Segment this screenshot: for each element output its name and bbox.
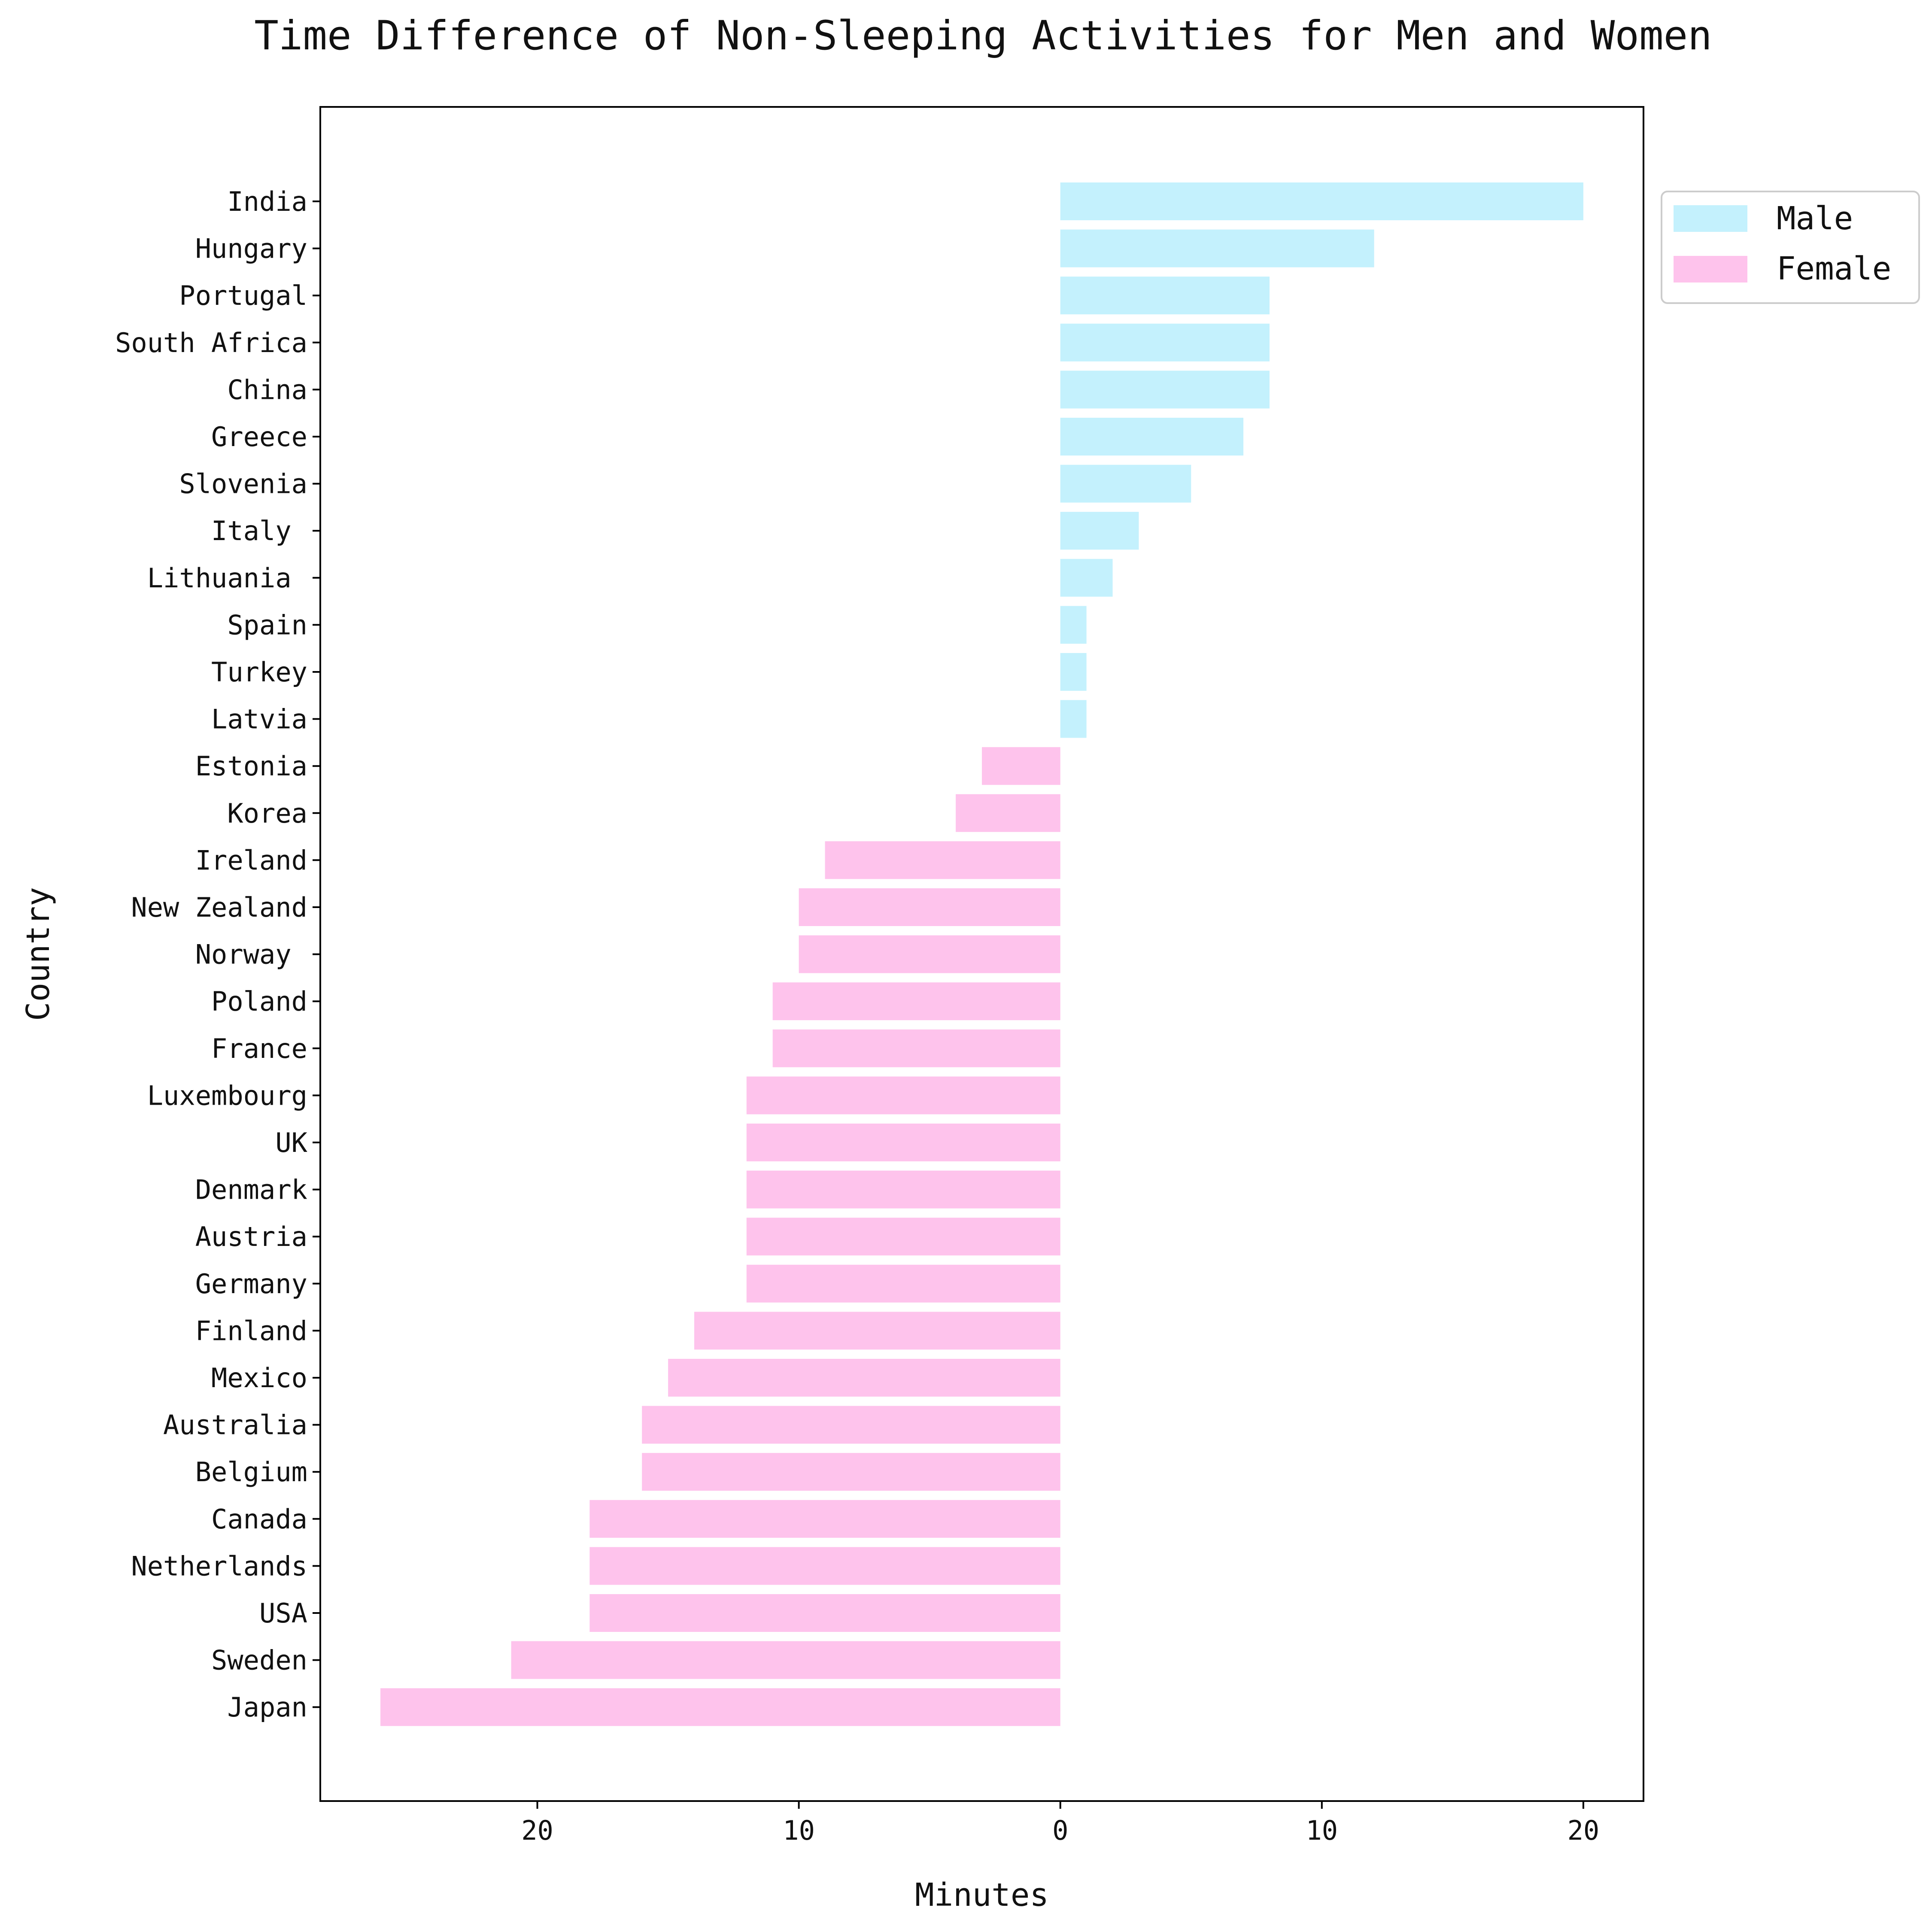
bar-female-luxembourg [746, 1076, 1060, 1115]
bar-male-hungary [1060, 229, 1374, 267]
x-tick-label: 10 [1306, 1815, 1338, 1846]
y-tick-label-japan: Japan [227, 1692, 307, 1723]
bar-male-greece [1060, 418, 1244, 456]
bar-male-turkey [1060, 653, 1087, 691]
bar-female-korea [956, 794, 1060, 832]
bar-male-south-africa [1060, 323, 1270, 361]
legend-swatch-male [1674, 205, 1747, 232]
y-tick-label-norway: Norway [195, 939, 307, 970]
y-tick-label-turkey: Turkey [211, 656, 307, 688]
bar-female-austria [746, 1218, 1060, 1256]
y-tick-label-australia: Australia [163, 1410, 307, 1441]
y-tick-label-france: France [211, 1033, 307, 1064]
bar-female-ireland [825, 841, 1060, 879]
bars-group [380, 182, 1583, 1726]
y-tick-label-finland: Finland [195, 1315, 307, 1346]
bar-male-latvia [1060, 700, 1087, 738]
y-tick-label-spain: Spain [227, 609, 307, 641]
bar-female-estonia [982, 747, 1060, 785]
y-tick-label-estonia: Estonia [195, 750, 307, 782]
y-tick-label-canada: Canada [211, 1504, 307, 1535]
bar-female-belgium [642, 1453, 1060, 1491]
bar-male-spain [1060, 606, 1087, 644]
legend: Male Female [1661, 191, 1920, 304]
bar-female-germany [746, 1264, 1060, 1303]
bar-male-portugal [1060, 276, 1270, 315]
y-tick-label-italy: Italy [211, 515, 307, 547]
legend-swatch-female [1674, 256, 1747, 283]
y-tick-label-ireland: Ireland [195, 844, 307, 876]
bar-female-france [772, 1029, 1060, 1067]
y-tick-label-slovenia: Slovenia [179, 468, 307, 500]
bar-female-netherlands [589, 1547, 1060, 1585]
y-tick-label-greece: Greece [211, 421, 307, 453]
legend-label-male: Male [1777, 200, 1853, 237]
bar-male-italy [1060, 512, 1139, 550]
y-tick-label-netherlands: Netherlands [131, 1550, 307, 1582]
y-tick-label-china: China [227, 374, 307, 405]
bar-male-china [1060, 371, 1270, 409]
y-tick-label-denmark: Denmark [195, 1174, 307, 1206]
y-tick-label-new-zealand: New Zealand [131, 892, 307, 923]
y-tick-label-lithuania: Lithuania [147, 562, 307, 594]
y-tick-label-usa: USA [259, 1598, 307, 1629]
plot-area-frame [319, 106, 1644, 1802]
bar-female-canada [589, 1500, 1060, 1538]
y-tick-label-south-africa: South Africa [115, 327, 307, 358]
bar-female-norway [799, 935, 1060, 973]
bar-female-poland [772, 982, 1060, 1021]
y-tick-label-uk: UK [275, 1127, 307, 1158]
y-tick-label-latvia: Latvia [211, 704, 307, 735]
y-tick-label-india: India [227, 186, 307, 217]
bar-male-india [1060, 182, 1583, 220]
y-tick-label-luxembourg: Luxembourg [147, 1080, 307, 1111]
bar-male-slovenia [1060, 465, 1191, 503]
y-tick-label-hungary: Hungary [195, 233, 307, 264]
y-tick-label-germany: Germany [195, 1268, 307, 1300]
legend-label-female: Female [1777, 250, 1891, 287]
y-tick-label-portugal: Portugal [179, 280, 307, 311]
bar-female-sweden [511, 1641, 1060, 1679]
bar-male-lithuania [1060, 559, 1113, 597]
y-tick-label-austria: Austria [195, 1221, 307, 1252]
y-tick-label-poland: Poland [211, 986, 307, 1017]
bar-female-uk [746, 1124, 1060, 1161]
bar-female-mexico [668, 1359, 1060, 1397]
x-axis-ticks: 20 10 0 10 20 [521, 1801, 1599, 1846]
x-tick-label: 20 [521, 1815, 553, 1846]
bar-female-usa [589, 1594, 1060, 1632]
bar-female-new-zealand [799, 888, 1060, 926]
y-axis-label: Country [20, 887, 57, 1021]
bar-female-finland [694, 1312, 1060, 1350]
y-axis-ticks: India Hungary Portugal South Africa China Gre… [115, 186, 320, 1723]
x-tick-label: 20 [1567, 1815, 1600, 1846]
bar-female-denmark [746, 1170, 1060, 1209]
x-tick-label: 10 [783, 1815, 815, 1846]
x-tick-label: 0 [1052, 1815, 1068, 1846]
y-tick-label-sweden: Sweden [211, 1645, 307, 1676]
y-tick-label-mexico: Mexico [211, 1362, 307, 1394]
bar-female-australia [642, 1406, 1060, 1444]
chart-title: Time Difference of Non-Sleeping Activiti… [254, 12, 1712, 59]
y-tick-label-belgium: Belgium [195, 1456, 307, 1488]
bar-female-japan [380, 1688, 1060, 1726]
x-axis-label: Minutes [915, 1877, 1049, 1914]
y-tick-label-korea: Korea [227, 798, 307, 829]
